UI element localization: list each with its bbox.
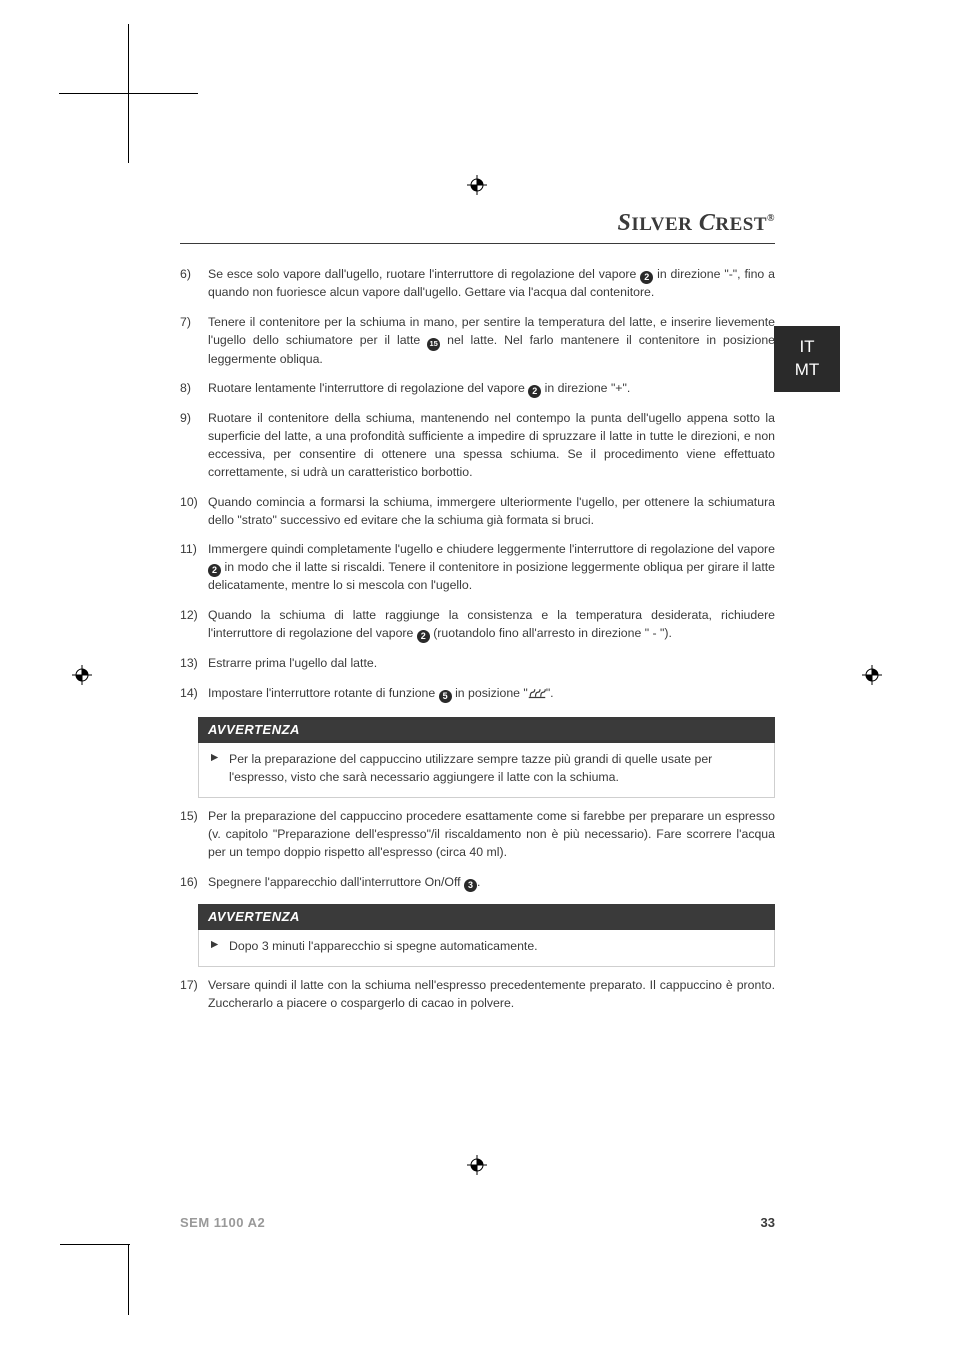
registration-mark-left xyxy=(72,665,92,685)
item-number: 17) xyxy=(180,977,208,1013)
language-tab-line1: IT xyxy=(778,336,836,359)
notice-box-2: AVVERTENZA Dopo 3 minuti l'apparecchio s… xyxy=(198,904,775,968)
list-item: 10)Quando comincia a formarsi la schiuma… xyxy=(180,494,775,530)
brand-row: SILVER CREST® xyxy=(180,210,775,243)
notice-text-2: Dopo 3 minuti l'apparecchio si spegne au… xyxy=(229,938,538,956)
reference-marker-2: 2 xyxy=(417,630,430,643)
notice-text-1: Per la preparazione del cappuccino utili… xyxy=(229,751,762,787)
reference-marker-2: 2 xyxy=(528,385,541,398)
header-rule xyxy=(180,243,775,244)
list-item: 7)Tenere il contenitore per la schiuma i… xyxy=(180,314,775,369)
notice-body-1: Per la preparazione del cappuccino utili… xyxy=(198,743,775,798)
crop-mark-bottom-left-h xyxy=(60,1244,130,1245)
item-number: 16) xyxy=(180,874,208,892)
registration-mark-right xyxy=(862,665,882,685)
list-item: 11)Immergere quindi completamente l'ugel… xyxy=(180,541,775,595)
notice-body-2: Dopo 3 minuti l'apparecchio si spegne au… xyxy=(198,930,775,967)
registration-mark-top xyxy=(467,175,487,195)
item-text: Impostare l'interruttore rotante di funz… xyxy=(208,685,775,705)
brand-logo: SILVER CREST® xyxy=(618,210,775,237)
item-number: 6) xyxy=(180,266,208,302)
item-number: 15) xyxy=(180,808,208,861)
item-text: Ruotare il contenitore della schiuma, ma… xyxy=(208,410,775,481)
item-text: Tenere il contenitore per la schiuma in … xyxy=(208,314,775,369)
item-text: Quando la schiuma di latte raggiunge la … xyxy=(208,607,775,643)
footer-page-number: 33 xyxy=(761,1215,775,1230)
triangle-bullet-icon xyxy=(211,751,229,787)
list-item: 16)Spegnere l'apparecchio dall'interrutt… xyxy=(180,874,775,892)
footer-model: SEM 1100 A2 xyxy=(180,1215,265,1230)
list-item: 12)Quando la schiuma di latte raggiunge … xyxy=(180,607,775,643)
item-number: 7) xyxy=(180,314,208,369)
notice-title-1: AVVERTENZA xyxy=(198,717,775,744)
language-tab-line2: MT xyxy=(778,359,836,382)
item-text: Per la preparazione del cappuccino proce… xyxy=(208,808,775,861)
reference-marker-2: 2 xyxy=(208,564,221,577)
item-text: Quando comincia a formarsi la schiuma, i… xyxy=(208,494,775,530)
reference-marker-2: 2 xyxy=(640,271,653,284)
item-text: Se esce solo vapore dall'ugello, ruotare… xyxy=(208,266,775,302)
reference-marker-3: 3 xyxy=(464,879,477,892)
reference-marker-15: 15 xyxy=(427,338,440,351)
notice-box-1: AVVERTENZA Per la preparazione del cappu… xyxy=(198,717,775,799)
heat-icon xyxy=(528,687,546,705)
list-item: 15)Per la preparazione del cappuccino pr… xyxy=(180,808,775,861)
crop-mark-top-left xyxy=(128,93,198,163)
page-content: SILVER CREST® 6)Se esce solo vapore dall… xyxy=(180,210,775,1025)
item-text: Versare quindi il latte con la schiuma n… xyxy=(208,977,775,1013)
item-number: 14) xyxy=(180,685,208,705)
language-tab: IT MT xyxy=(774,326,840,392)
item-number: 10) xyxy=(180,494,208,530)
triangle-bullet-icon xyxy=(211,938,229,956)
list-item: 13)Estrarre prima l'ugello dal latte. xyxy=(180,655,775,673)
item-number: 9) xyxy=(180,410,208,481)
reference-marker-5: 5 xyxy=(439,690,452,703)
item-number: 11) xyxy=(180,541,208,595)
item-text: Estrarre prima l'ugello dal latte. xyxy=(208,655,775,673)
list-item: 17)Versare quindi il latte con la schium… xyxy=(180,977,775,1013)
item-number: 13) xyxy=(180,655,208,673)
registration-mark-bottom xyxy=(467,1155,487,1175)
list-item: 6)Se esce solo vapore dall'ugello, ruota… xyxy=(180,266,775,302)
notice-title-2: AVVERTENZA xyxy=(198,904,775,931)
crop-mark-bottom-left-v xyxy=(128,1245,129,1315)
list-item: 14)Impostare l'interruttore rotante di f… xyxy=(180,685,775,705)
item-text: Immergere quindi completamente l'ugello … xyxy=(208,541,775,595)
item-text: Ruotare lentamente l'interruttore di reg… xyxy=(208,380,775,398)
body-text: 6)Se esce solo vapore dall'ugello, ruota… xyxy=(180,266,775,1013)
item-number: 8) xyxy=(180,380,208,398)
item-text: Spegnere l'apparecchio dall'interruttore… xyxy=(208,874,775,892)
item-number: 12) xyxy=(180,607,208,643)
list-item: 8)Ruotare lentamente l'interruttore di r… xyxy=(180,380,775,398)
page-footer: SEM 1100 A2 33 xyxy=(180,1215,775,1230)
list-item: 9)Ruotare il contenitore della schiuma, … xyxy=(180,410,775,481)
